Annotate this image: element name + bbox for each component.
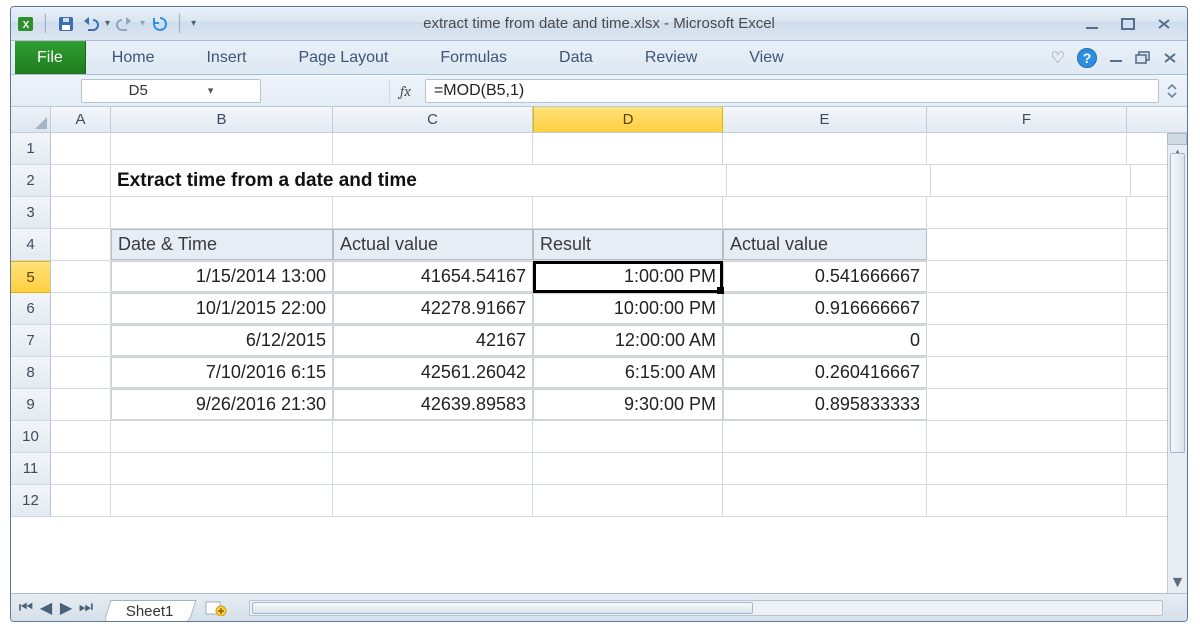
sheet-nav-last-icon[interactable]: ⏭ [77, 599, 95, 617]
refresh-icon[interactable] [151, 15, 169, 33]
cell-C5[interactable]: 41654.54167 [333, 261, 533, 292]
cell-B9[interactable]: 9/26/2016 21:30 [111, 389, 333, 420]
sheet-nav-next-icon[interactable]: ▶ [57, 599, 75, 617]
excel-icon: X [17, 15, 35, 33]
vertical-scrollbar[interactable]: ▲ ▼ [1167, 133, 1187, 593]
redo-icon[interactable] [116, 15, 134, 33]
ribbon-tabs: File Home Insert Page Layout Formulas Da… [11, 41, 1187, 75]
col-header-E[interactable]: E [723, 107, 927, 132]
formula-bar-expand-icon[interactable] [1163, 79, 1181, 103]
tbl-header-2: Result [533, 229, 723, 260]
scroll-down-icon[interactable]: ▼ [1168, 573, 1187, 593]
row-header-6[interactable]: 6 [11, 293, 51, 325]
cell-E9[interactable]: 0.895833333 [723, 389, 927, 420]
col-header-D[interactable]: D [533, 107, 723, 132]
cell-B8[interactable]: 7/10/2016 6:15 [111, 357, 333, 388]
cell-B5[interactable]: 1/15/2014 13:00 [111, 261, 333, 292]
tab-file[interactable]: File [15, 41, 86, 74]
cell-B7[interactable]: 6/12/2015 [111, 325, 333, 356]
name-box[interactable]: D5 ▾ [81, 79, 261, 103]
tbl-header-1: Actual value [333, 229, 533, 260]
save-icon[interactable] [57, 15, 75, 33]
new-sheet-icon[interactable] [203, 599, 229, 617]
maximize-icon[interactable] [1117, 15, 1139, 33]
cell-D8[interactable]: 6:15:00 AM [533, 357, 723, 388]
svg-text:X: X [23, 20, 30, 31]
workbook-restore-icon[interactable] [1135, 51, 1151, 65]
sheet-title: Extract time from a date and time [111, 165, 727, 196]
col-header-C[interactable]: C [333, 107, 533, 132]
help-icon[interactable]: ? [1077, 48, 1097, 68]
cell-B6[interactable]: 10/1/2015 22:00 [111, 293, 333, 324]
fx-label[interactable]: fx [389, 79, 421, 103]
cell-E7[interactable]: 0 [723, 325, 927, 356]
formula-bar[interactable]: =MOD(B5,1) [425, 79, 1159, 103]
minimize-icon[interactable] [1081, 15, 1103, 33]
tab-review[interactable]: Review [619, 41, 723, 74]
undo-icon[interactable] [81, 15, 99, 33]
row-header-8[interactable]: 8 [11, 357, 51, 389]
tab-formulas[interactable]: Formulas [414, 41, 533, 74]
col-header-B[interactable]: B [111, 107, 333, 132]
cell-C7[interactable]: 42167 [333, 325, 533, 356]
tbl-header-3: Actual value [723, 229, 927, 260]
sheet-nav-first-icon[interactable]: ⏮ [17, 599, 35, 617]
row-header-2[interactable]: 2 [11, 165, 51, 197]
cell-C6[interactable]: 42278.91667 [333, 293, 533, 324]
col-header-A[interactable]: A [51, 107, 111, 132]
quick-access-toolbar: X │ ▾ ▾ │ ▾ [17, 15, 196, 33]
sheet-tab-strip: ⏮ ◀ ▶ ⏭ Sheet1 [11, 593, 1187, 621]
cell-C8[interactable]: 42561.26042 [333, 357, 533, 388]
tab-data[interactable]: Data [533, 41, 619, 74]
cell-E5[interactable]: 0.541666667 [723, 261, 927, 292]
tab-insert[interactable]: Insert [180, 41, 272, 74]
formula-value: =MOD(B5,1) [434, 82, 524, 100]
hscroll-thumb[interactable] [252, 602, 754, 614]
vertical-split-handle[interactable] [1167, 133, 1187, 145]
horizontal-scrollbar[interactable] [249, 600, 1163, 616]
select-all-corner[interactable] [11, 107, 51, 132]
formula-bar-row: D5 ▾ fx =MOD(B5,1) [11, 75, 1187, 107]
cell-D6[interactable]: 10:00:00 PM [533, 293, 723, 324]
col-header-F[interactable]: F [927, 107, 1127, 132]
cell-C9[interactable]: 42639.89583 [333, 389, 533, 420]
ribbon-minimize-icon[interactable]: ♡ [1051, 48, 1065, 68]
row-header-7[interactable]: 7 [11, 325, 51, 357]
cell-D7[interactable]: 12:00:00 AM [533, 325, 723, 356]
column-headers: A B C D E F [11, 107, 1187, 133]
title-bar: X │ ▾ ▾ │ ▾ extract time from date and t… [11, 7, 1187, 41]
app-window: X │ ▾ ▾ │ ▾ extract time from date and t… [10, 6, 1188, 622]
row-header-10[interactable]: 10 [11, 421, 51, 453]
row-header-5[interactable]: 5 [11, 261, 51, 293]
row-headers: 1 2 3 4 5 6 7 8 9 10 11 12 [11, 133, 51, 593]
row-header-11[interactable]: 11 [11, 453, 51, 485]
name-box-dropdown-icon[interactable]: ▾ [208, 84, 214, 97]
row-header-12[interactable]: 12 [11, 485, 51, 517]
tbl-header-0: Date & Time [111, 229, 333, 260]
workbook-minimize-icon[interactable] [1109, 52, 1123, 64]
worksheet-area: A B C D E F 1 2 3 4 5 6 7 8 9 10 11 12 [11, 107, 1187, 621]
workbook-close-icon[interactable] [1163, 52, 1177, 64]
sheet-tab-active[interactable]: Sheet1 [103, 600, 196, 622]
row-header-4[interactable]: 4 [11, 229, 51, 261]
row-header-3[interactable]: 3 [11, 197, 51, 229]
cell-E8[interactable]: 0.260416667 [723, 357, 927, 388]
cell-grid[interactable]: Extract time from a date and time Date &… [51, 133, 1187, 593]
row-header-1[interactable]: 1 [11, 133, 51, 165]
cell-D5[interactable]: 1:00:00 PM [533, 261, 723, 292]
tab-view[interactable]: View [723, 41, 809, 74]
vscroll-thumb[interactable] [1170, 153, 1185, 453]
close-icon[interactable] [1153, 15, 1175, 33]
window-controls [1081, 15, 1181, 33]
tab-home[interactable]: Home [86, 41, 181, 74]
row-header-9[interactable]: 9 [11, 389, 51, 421]
name-box-value: D5 [129, 82, 148, 99]
cell-E6[interactable]: 0.916666667 [723, 293, 927, 324]
sheet-nav-prev-icon[interactable]: ◀ [37, 599, 55, 617]
cell-D9[interactable]: 9:30:00 PM [533, 389, 723, 420]
tab-page-layout[interactable]: Page Layout [272, 41, 414, 74]
qat-customize-icon[interactable]: ▾ [191, 18, 196, 29]
